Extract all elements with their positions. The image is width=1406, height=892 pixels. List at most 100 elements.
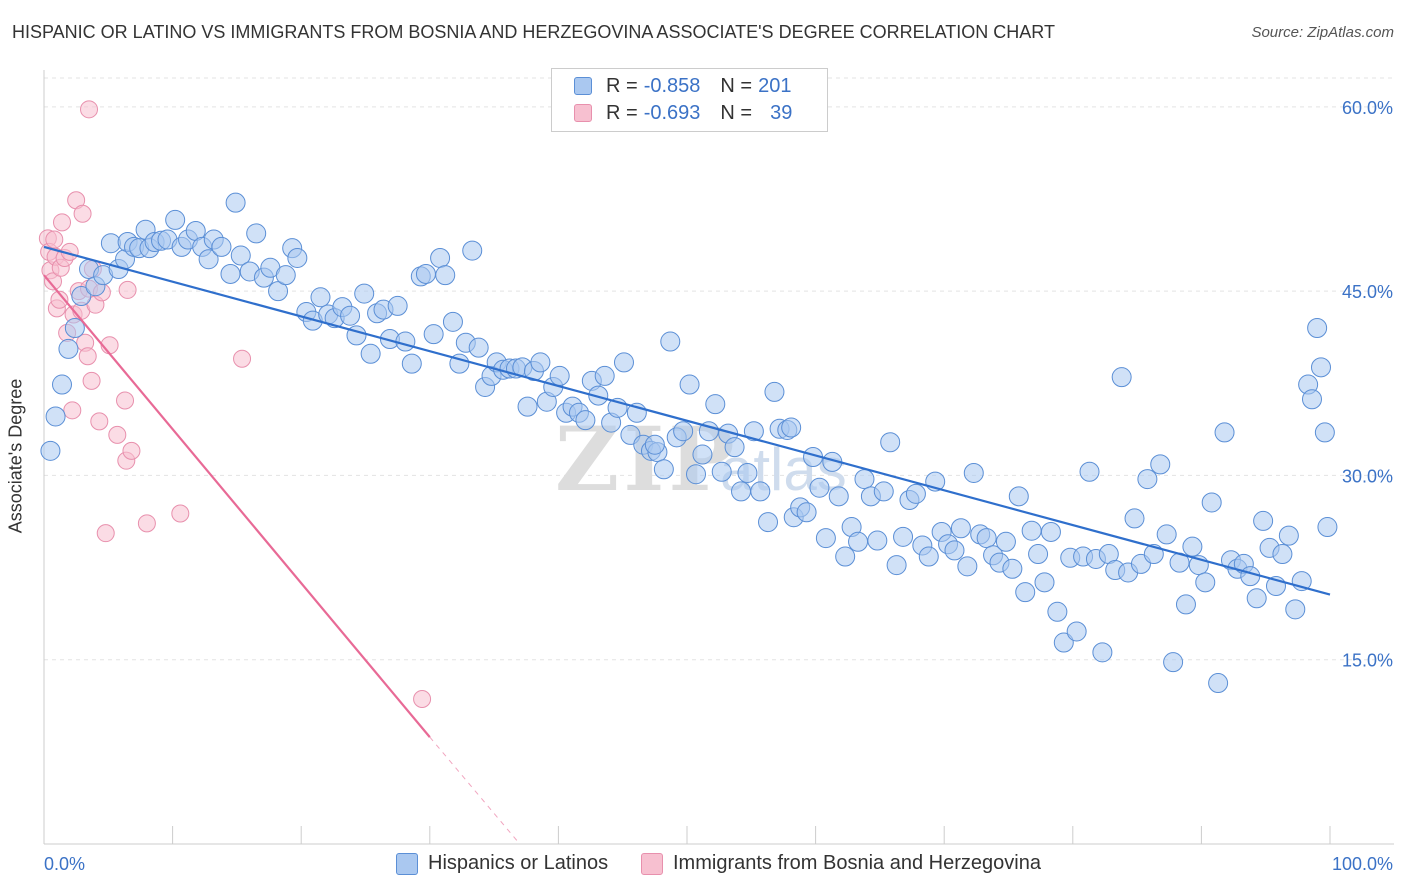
data-point-hispanic <box>809 477 830 498</box>
data-point-hispanic <box>462 240 483 261</box>
n-label: N = <box>720 74 753 97</box>
r-value: -0.693 <box>643 101 701 124</box>
data-point-hispanic <box>1156 524 1177 545</box>
data-point-hispanic <box>731 481 752 502</box>
data-point-hispanic <box>71 286 92 307</box>
data-point-hispanic <box>275 265 296 286</box>
data-point-hispanic <box>1208 673 1229 694</box>
data-point-hispanic <box>1253 510 1274 531</box>
r-label: R = <box>606 101 638 124</box>
data-point-hispanic <box>430 247 451 268</box>
data-point-hispanic <box>815 528 836 549</box>
source-label: Source: ZipAtlas.com <box>1251 24 1394 41</box>
data-point-hispanic <box>1246 588 1267 609</box>
data-point-hispanic <box>758 512 779 533</box>
data-point-hispanic <box>944 540 965 561</box>
data-point-bosnia <box>78 347 97 366</box>
data-point-hispanic <box>1040 521 1061 542</box>
data-point-hispanic <box>673 421 694 442</box>
data-point-bosnia <box>80 100 99 119</box>
data-point-bosnia <box>96 524 115 543</box>
data-point-hispanic <box>963 462 984 483</box>
legend-row-bosnia: R = -0.693 N = 39 <box>574 100 792 126</box>
data-point-hispanic <box>976 528 997 549</box>
data-point-hispanic <box>287 247 308 268</box>
data-point-bosnia <box>137 514 156 533</box>
series-bosnia-points <box>38 100 432 709</box>
data-point-hispanic <box>1272 544 1293 565</box>
data-point-hispanic <box>1124 508 1145 529</box>
data-point-hispanic <box>660 331 681 352</box>
data-point-hispanic <box>828 486 849 507</box>
data-point-hispanic <box>905 483 926 504</box>
tick-labels: 15.0% 30.0% 45.0% 60.0% 0.0% 100.0% <box>44 98 1393 874</box>
data-point-hispanic <box>100 233 121 254</box>
data-point-hispanic <box>873 481 894 502</box>
data-point-hispanic <box>594 365 615 386</box>
data-point-hispanic <box>711 461 732 482</box>
data-point-hispanic <box>1310 357 1331 378</box>
data-point-hispanic <box>360 343 381 364</box>
data-point-hispanic <box>387 295 408 316</box>
trend-line-hispanic <box>43 245 1331 596</box>
blue-swatch <box>396 852 418 875</box>
grid-lines <box>44 77 1394 661</box>
data-point-hispanic <box>1015 582 1036 603</box>
y-axis-label-text: Associate's Degree <box>5 378 26 534</box>
data-point-hispanic <box>268 281 289 302</box>
chart-title: HISPANIC OR LATINO VS IMMIGRANTS FROM BO… <box>12 22 1055 42</box>
data-point-hispanic <box>995 531 1016 552</box>
data-point-hispanic <box>549 365 570 386</box>
data-point-hispanic <box>415 263 436 284</box>
data-point-hispanic <box>1053 632 1074 653</box>
data-point-hispanic <box>835 546 856 567</box>
y-tick-label: 15.0% <box>1342 651 1393 671</box>
trend-line-bosnia <box>43 274 431 738</box>
data-point-hispanic <box>692 444 713 465</box>
data-point-bosnia <box>116 391 135 410</box>
x-tick-label-max: 100.0% <box>1332 854 1393 874</box>
data-point-hispanic <box>1066 621 1087 642</box>
data-point-hispanic <box>401 353 422 374</box>
data-point-hispanic <box>950 518 971 539</box>
data-point-hispanic <box>1307 318 1328 338</box>
data-point-hispanic <box>340 305 361 326</box>
legend-label-bosnia: Immigrants from Bosnia and Herzegovina <box>673 852 1041 874</box>
data-point-hispanic <box>220 263 241 284</box>
data-point-hispanic <box>468 337 489 358</box>
legend-label-hispanic: Hispanics or Latinos <box>428 852 609 874</box>
n-label: N = <box>720 101 753 124</box>
data-point-hispanic <box>1021 520 1042 541</box>
data-point-bosnia <box>171 504 190 523</box>
data-point-hispanic <box>1240 566 1261 587</box>
data-point-hispanic <box>1317 517 1338 538</box>
pink-swatch <box>641 852 663 875</box>
data-point-hispanic <box>58 338 79 359</box>
data-point-hispanic <box>52 374 73 395</box>
data-point-hispanic <box>1150 454 1171 475</box>
data-point-bosnia <box>118 280 137 299</box>
correlation-legend: R = -0.858 N = 201 R = -0.693 N = 39 <box>551 68 828 132</box>
data-point-hispanic <box>1195 572 1216 593</box>
r-label: R = <box>606 74 638 97</box>
data-point-hispanic <box>705 394 726 415</box>
data-point-hispanic <box>796 502 817 523</box>
data-point-hispanic <box>1111 367 1132 388</box>
data-point-hispanic <box>686 464 707 485</box>
legend-item-bosnia[interactable]: Immigrants from Bosnia and Herzegovina <box>641 852 1041 875</box>
data-point-hispanic <box>848 531 869 552</box>
data-point-hispanic <box>423 324 444 345</box>
data-point-hispanic <box>1163 652 1184 673</box>
data-point-hispanic <box>1002 558 1023 579</box>
data-point-bosnia <box>108 425 127 444</box>
data-point-hispanic <box>1175 594 1196 615</box>
data-point-hispanic <box>1008 486 1029 507</box>
data-point-hispanic <box>743 421 764 442</box>
series-hispanic-points <box>40 192 1338 694</box>
data-point-hispanic <box>1137 469 1158 490</box>
data-point-hispanic <box>1047 601 1068 622</box>
legend-item-hispanic[interactable]: Hispanics or Latinos <box>396 852 608 875</box>
data-point-hispanic <box>64 318 85 338</box>
n-value: 201 <box>758 74 792 97</box>
data-point-hispanic <box>880 432 901 453</box>
